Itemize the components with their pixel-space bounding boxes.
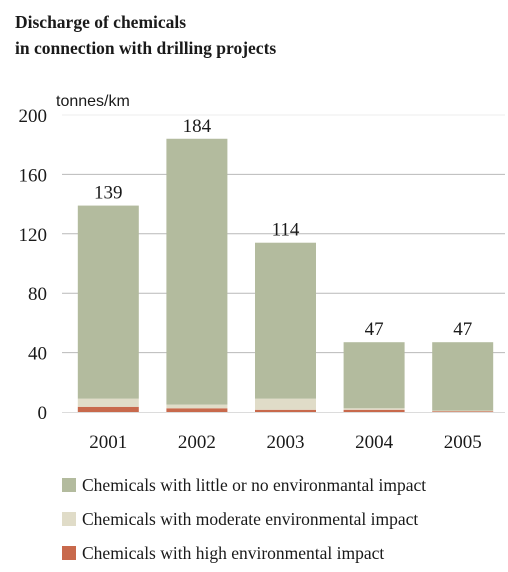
bar-2005-high-impact <box>432 411 494 412</box>
x-tick-label-2002: 2002 <box>178 432 216 453</box>
legend-swatch-high-impact <box>62 546 76 560</box>
x-tick-label-2001: 2001 <box>89 432 127 453</box>
bar-total-label-2003: 114 <box>272 220 300 241</box>
bar-2002-high-impact <box>166 408 228 412</box>
bar-2004-high-impact <box>343 409 405 412</box>
y-axis-ticks: 0 40 80 120 160 200 <box>19 106 48 424</box>
legend: Chemicals with little or no environmanta… <box>62 470 426 572</box>
legend-swatch-little-impact <box>62 478 76 492</box>
bar-2002-moderate-impact <box>166 404 228 409</box>
bars <box>77 138 494 412</box>
bar-2001-moderate-impact <box>77 398 139 407</box>
bar-total-label-2002: 184 <box>183 116 212 137</box>
bar-2004-little-impact <box>343 342 405 409</box>
legend-item-high-impact: Chemicals with high environmental impact <box>62 538 426 568</box>
bar-total-label-2001: 139 <box>94 183 123 204</box>
legend-swatch-moderate-impact <box>62 512 76 526</box>
bar-total-labels: 139 184 114 47 47 <box>94 116 472 340</box>
y-tick-label-160: 160 <box>19 165 48 186</box>
y-tick-label-120: 120 <box>19 225 48 246</box>
bar-total-label-2004: 47 <box>365 319 384 340</box>
y-tick-label-0: 0 <box>38 403 48 424</box>
bar-2001-little-impact <box>77 205 139 399</box>
x-tick-label-2005: 2005 <box>444 432 482 453</box>
legend-label-moderate-impact: Chemicals with moderate environmental im… <box>82 508 419 529</box>
x-axis-labels: 2001 2002 2003 2004 2005 <box>89 432 481 453</box>
legend-item-little-impact: Chemicals with little or no environmanta… <box>62 470 426 500</box>
bar-2003-little-impact <box>255 242 316 399</box>
chart-title-line2: in connection with drilling projects <box>15 38 277 58</box>
y-tick-label-80: 80 <box>28 284 47 305</box>
bar-2004-moderate-impact <box>343 408 405 410</box>
legend-label-little-impact: Chemicals with little or no environmanta… <box>82 474 427 495</box>
bar-2001-high-impact <box>77 406 139 412</box>
x-tick-label-2003: 2003 <box>267 432 305 453</box>
x-tick-label-2004: 2004 <box>355 432 394 453</box>
chart-title: Discharge of chemicals in connection wit… <box>15 9 276 61</box>
y-axis-unit-label: tonnes/km <box>56 93 130 110</box>
bar-2005-moderate-impact <box>432 410 494 412</box>
bar-total-label-2005: 47 <box>453 319 472 340</box>
bar-2003-high-impact <box>255 409 316 412</box>
legend-item-moderate-impact: Chemicals with moderate environmental im… <box>62 504 426 534</box>
y-tick-label-200: 200 <box>19 106 48 127</box>
bar-2003-moderate-impact <box>255 398 316 410</box>
bar-2002-little-impact <box>166 138 228 405</box>
y-tick-label-40: 40 <box>28 344 47 365</box>
chart-title-line1: Discharge of chemicals <box>15 12 187 32</box>
legend-label-high-impact: Chemicals with high environmental impact <box>82 542 385 563</box>
bar-2005-little-impact <box>432 342 494 411</box>
